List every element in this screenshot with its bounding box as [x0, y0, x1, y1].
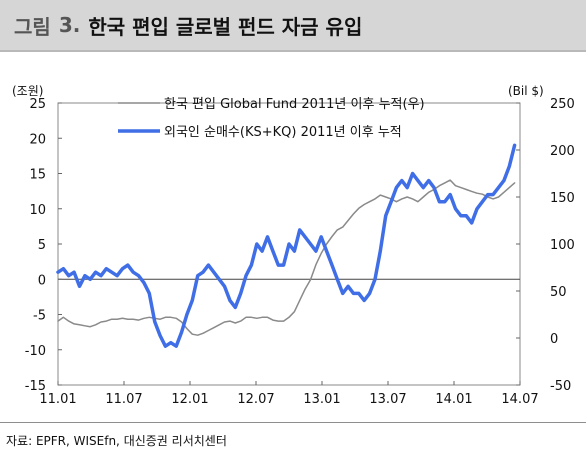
figure-title: 한국 편입 글로벌 펀드 자금 유입 — [88, 14, 363, 39]
x-tick-label: 13.01 — [303, 392, 340, 407]
series-line-1 — [57, 179, 516, 336]
right-axis-unit: (Bil $) — [508, 84, 544, 98]
source-note: 자료: EPFR, WISEfn, 대신증권 리서치센터 — [6, 434, 227, 448]
line-chart: 2520151050-5-10-15250200150100500-5011.0… — [12, 84, 575, 407]
x-tick-label: 12.01 — [171, 392, 208, 407]
figure-number: 3. — [58, 13, 81, 37]
right-tick-label: 150 — [550, 191, 575, 206]
left-tick-label: -15 — [25, 379, 46, 394]
figure-header: 그림 3. 한국 편입 글로벌 펀드 자금 유입 — [0, 0, 586, 52]
x-tick-label: 12.07 — [237, 392, 274, 407]
left-tick-label: 5 — [38, 238, 46, 253]
right-tick-label: 250 — [550, 97, 575, 112]
left-axis-unit: (조원) — [12, 84, 43, 98]
series-line-2 — [56, 143, 517, 348]
left-tick-label: -5 — [33, 309, 46, 324]
left-tick-label: 15 — [29, 168, 46, 183]
left-tick-label: 25 — [29, 97, 46, 112]
x-tick-label: 11.07 — [105, 392, 142, 407]
legend-label-2: 외국인 순매수(KS+KQ) 2011년 이후 누적 — [164, 125, 402, 140]
right-tick-label: -50 — [550, 379, 571, 394]
figure-label: 그림 — [14, 14, 51, 39]
left-tick-label: 20 — [29, 132, 46, 147]
legend-label-1: 한국 편입 Global Fund 2011년 이후 누적(우) — [164, 97, 425, 112]
x-tick-label: 14.07 — [501, 392, 538, 407]
right-tick-label: 50 — [550, 285, 567, 300]
right-tick-label: 100 — [550, 238, 575, 253]
left-tick-label: 0 — [38, 273, 46, 288]
bottom-divider — [0, 422, 586, 423]
x-tick-label: 13.07 — [369, 392, 406, 407]
right-tick-label: 200 — [550, 144, 575, 159]
left-tick-label: -10 — [25, 344, 46, 359]
right-tick-label: 0 — [550, 332, 558, 347]
x-tick-label: 11.01 — [39, 392, 76, 407]
left-tick-label: 10 — [29, 203, 46, 218]
x-tick-label: 14.01 — [435, 392, 472, 407]
